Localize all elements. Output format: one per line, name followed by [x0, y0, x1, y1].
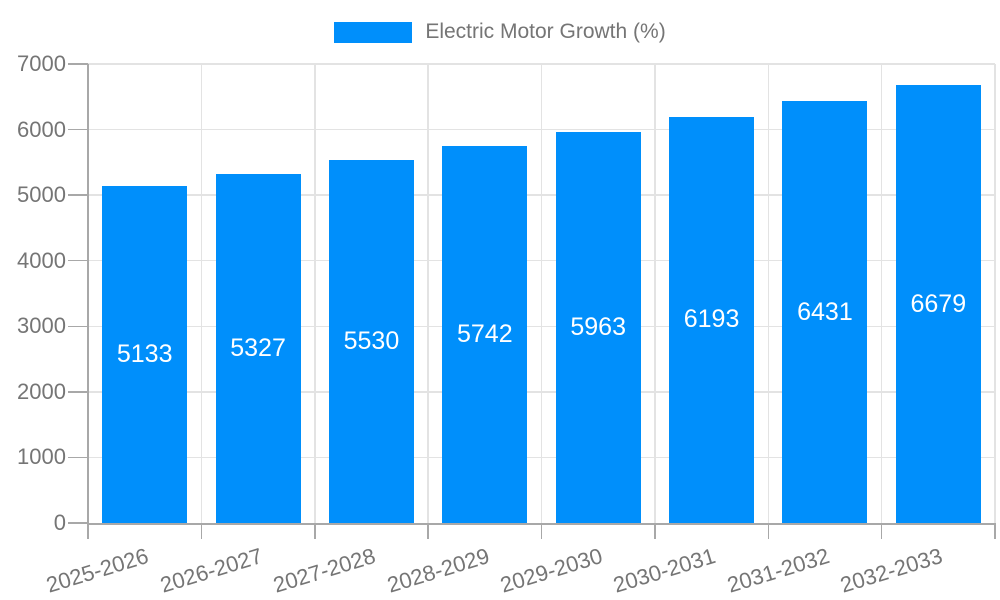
- x-tick-mark: [994, 523, 996, 539]
- y-axis-line: [87, 64, 89, 523]
- x-tick-mark: [200, 523, 203, 539]
- bar-value-label: 6679: [910, 289, 967, 318]
- y-axis-tick-label: 0: [53, 510, 66, 535]
- legend[interactable]: Electric Motor Growth (%): [0, 20, 1000, 44]
- v-gridline: [654, 64, 656, 523]
- v-gridline: [880, 64, 883, 523]
- bar-value-label: 5327: [230, 333, 286, 362]
- x-axis-category-label: 2028-2029: [383, 543, 492, 598]
- x-tick-mark: [87, 523, 89, 539]
- x-tick-mark: [314, 523, 316, 539]
- y-tick-mark: [68, 456, 88, 459]
- bar-value-label: 5133: [116, 340, 173, 369]
- bar[interactable]: 5742: [442, 146, 528, 523]
- legend-swatch: [334, 21, 413, 43]
- v-gridline: [767, 64, 769, 523]
- bar[interactable]: 6679: [895, 85, 981, 523]
- y-axis-tick-label: 5000: [17, 182, 66, 208]
- y-axis-tick-label: 4000: [17, 247, 66, 273]
- bar-value-label: 6193: [683, 305, 740, 334]
- bar[interactable]: 6431: [782, 101, 868, 523]
- bar-value-label: 6431: [797, 297, 853, 326]
- bar[interactable]: 6193: [669, 116, 755, 523]
- x-tick-mark: [767, 523, 769, 539]
- x-axis-category-label: 2026-2027: [157, 543, 266, 598]
- y-tick-mark: [68, 325, 88, 328]
- x-axis-category-label: 2025-2026: [43, 543, 152, 598]
- y-axis-tick-label: 1000: [17, 444, 66, 470]
- v-gridline: [427, 64, 429, 523]
- x-axis-category-label: 2027-2028: [270, 543, 379, 598]
- y-axis-tick-label: 3000: [17, 313, 66, 339]
- bar[interactable]: 5963: [555, 131, 641, 523]
- bar-value-label: 5963: [570, 312, 626, 341]
- y-tick-mark: [68, 63, 88, 65]
- y-tick-mark: [68, 128, 88, 131]
- y-tick-mark: [68, 194, 88, 196]
- y-tick-mark: [68, 259, 88, 262]
- y-axis-tick-label: 2000: [17, 378, 66, 404]
- v-gridline: [540, 64, 543, 523]
- bar[interactable]: 5133: [102, 186, 188, 523]
- x-tick-mark: [654, 523, 656, 539]
- x-tick-mark: [427, 523, 429, 539]
- x-tick-mark: [540, 523, 543, 539]
- bar-value-label: 5530: [343, 327, 400, 356]
- bar[interactable]: 5327: [215, 173, 301, 523]
- x-axis-category-label: 2029-2030: [497, 543, 606, 598]
- bar-value-label: 5742: [457, 320, 513, 349]
- x-axis-category-label: 2031-2032: [724, 543, 832, 598]
- y-axis-tick-label: 6000: [17, 116, 66, 142]
- legend-label: Electric Motor Growth (%): [425, 20, 666, 43]
- v-gridline: [314, 64, 316, 523]
- bar[interactable]: 5530: [328, 160, 414, 523]
- x-tick-mark: [880, 523, 883, 539]
- v-gridline: [200, 64, 203, 523]
- x-axis-category-label: 2032-2033: [837, 543, 946, 598]
- v-gridline: [994, 64, 996, 523]
- y-tick-mark: [68, 391, 88, 393]
- y-tick-mark: [68, 522, 88, 524]
- x-axis-line: [87, 523, 996, 525]
- x-axis-category-label: 2030-2031: [610, 543, 719, 598]
- y-axis-tick-label: 7000: [17, 51, 66, 76]
